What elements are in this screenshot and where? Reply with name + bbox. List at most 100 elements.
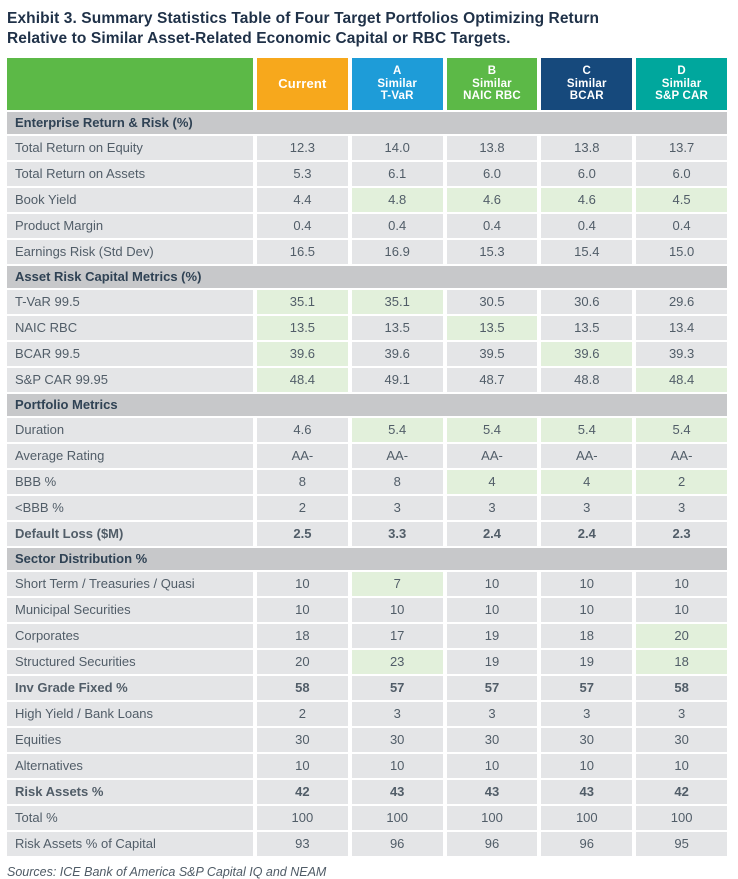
- table-cell: 100: [446, 805, 538, 830]
- table-cell: 6.1: [351, 161, 443, 186]
- table-cell: 30: [351, 727, 443, 752]
- column-header-current: Current: [257, 57, 348, 110]
- row-label: Total Return on Equity: [7, 135, 253, 160]
- row-label: Short Term / Treasuries / Quasi: [7, 571, 253, 596]
- column-header-d-similar-sp-car: D Similar S&P CAR: [636, 57, 727, 110]
- column-header-line: A: [392, 65, 402, 78]
- column-header-line: T-VaR: [380, 90, 414, 103]
- table-cell: 100: [541, 805, 633, 830]
- table-cell: 30: [257, 727, 348, 752]
- table-cell: 10: [636, 571, 727, 596]
- table-cell: 100: [351, 805, 443, 830]
- table-cell: 3: [541, 701, 633, 726]
- table-cell: 4.6: [257, 417, 348, 442]
- table-cell: 29.6: [636, 289, 727, 314]
- exhibit-title-line2: Relative to Similar Asset-Related Econom…: [7, 30, 511, 48]
- table-cell: 19: [446, 649, 538, 674]
- table-cell: 58: [636, 675, 727, 700]
- table-cell: 3.3: [351, 521, 443, 546]
- table-cell: 4.8: [351, 187, 443, 212]
- table-cell: 0.4: [257, 213, 348, 238]
- table-cell: 10: [541, 571, 633, 596]
- row-label: Risk Assets %: [7, 779, 253, 804]
- table-cell: 19: [541, 649, 633, 674]
- table-cell: 10: [541, 597, 633, 622]
- row-label: BBB %: [7, 469, 253, 494]
- table-cell: 5.4: [446, 417, 538, 442]
- row-label: Structured Securities: [7, 649, 253, 674]
- row-label: Duration: [7, 417, 253, 442]
- table-cell: 2: [636, 469, 727, 494]
- table-cell: 2.4: [541, 521, 633, 546]
- table-cell: 48.7: [446, 367, 538, 392]
- exhibit-title-line1: Exhibit 3. Summary Statistics Table of F…: [7, 10, 600, 27]
- table-cell: 20: [636, 623, 727, 648]
- table-cell: 30: [636, 727, 727, 752]
- table-cell: 35.1: [351, 289, 443, 314]
- table-cell: 2.5: [257, 521, 348, 546]
- table-cell: 13.8: [446, 135, 538, 160]
- row-label: Total %: [7, 805, 253, 830]
- table-cell: 2.3: [636, 521, 727, 546]
- table-cell: 93: [257, 831, 348, 856]
- row-label: Product Margin: [7, 213, 253, 238]
- table-cell: 18: [541, 623, 633, 648]
- table-cell: 96: [541, 831, 633, 856]
- table-cell: 48.4: [257, 367, 348, 392]
- table-cell: 95: [636, 831, 727, 856]
- table-cell: 5.4: [541, 417, 633, 442]
- table-cell: 13.4: [636, 315, 727, 340]
- table-cell: 96: [446, 831, 538, 856]
- table-cell: 4.5: [636, 187, 727, 212]
- table-cell: 43: [541, 779, 633, 804]
- table-cell: 15.3: [446, 239, 538, 264]
- table-cell: 10: [446, 753, 538, 778]
- table-cell: 58: [257, 675, 348, 700]
- table-cell: 30.6: [541, 289, 633, 314]
- column-header-line: Similar: [661, 77, 702, 90]
- row-label: Equities: [7, 727, 253, 752]
- table-cell: 42: [257, 779, 348, 804]
- table-cell: 6.0: [446, 161, 538, 186]
- row-label: Alternatives: [7, 753, 253, 778]
- table-cell: 43: [351, 779, 443, 804]
- table-cell: 96: [351, 831, 443, 856]
- column-header-line: Similar: [566, 77, 607, 90]
- row-label: Default Loss ($M): [7, 521, 253, 546]
- table-cell: AA-: [541, 443, 633, 468]
- table-cell: 10: [541, 753, 633, 778]
- row-label: Inv Grade Fixed %: [7, 675, 253, 700]
- table-cell: 10: [351, 597, 443, 622]
- table-cell: 0.4: [636, 213, 727, 238]
- table-cell: 57: [446, 675, 538, 700]
- row-label: Risk Assets % of Capital: [7, 831, 253, 856]
- table-cell: 18: [257, 623, 348, 648]
- table-cell: 6.0: [541, 161, 633, 186]
- table-cell: 48.4: [636, 367, 727, 392]
- table-cell: 10: [636, 753, 727, 778]
- column-header-line: B: [487, 65, 497, 78]
- table-cell: 39.5: [446, 341, 538, 366]
- column-header-line: Similar: [472, 77, 512, 90]
- column-header-line: D: [677, 65, 686, 78]
- table-cell: 0.4: [446, 213, 538, 238]
- table-cell: 14.0: [351, 135, 443, 160]
- table-cell: 2: [257, 495, 348, 520]
- table-cell: AA-: [351, 443, 443, 468]
- table-cell: 10: [257, 597, 348, 622]
- table-cell: 30: [446, 727, 538, 752]
- table-cell: 12.3: [257, 135, 348, 160]
- table-cell: 7: [351, 571, 443, 596]
- table-cell: 18: [636, 649, 727, 674]
- row-label: NAIC RBC: [7, 315, 253, 340]
- table-cell: 4.4: [257, 187, 348, 212]
- table-cell: 30.5: [446, 289, 538, 314]
- row-label: S&P CAR 99.95: [7, 367, 253, 392]
- column-header-line: Current: [278, 75, 327, 91]
- table-cell: 13.7: [636, 135, 727, 160]
- table-cell: 13.5: [446, 315, 538, 340]
- row-label: Book Yield: [7, 187, 253, 212]
- table-cell: 5.4: [636, 417, 727, 442]
- table-cell: 13.5: [351, 315, 443, 340]
- table-cell: 17: [351, 623, 443, 648]
